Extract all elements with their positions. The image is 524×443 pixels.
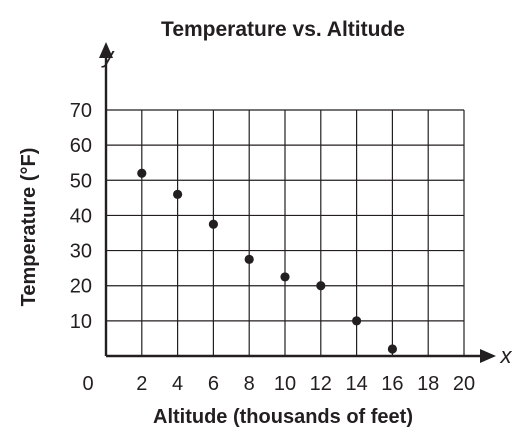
grid bbox=[106, 109, 465, 356]
x-tick-label: 6 bbox=[208, 373, 219, 395]
data-point bbox=[316, 281, 326, 291]
x-tick-label: 8 bbox=[244, 373, 255, 395]
y-tick-label: 40 bbox=[70, 205, 92, 227]
data-point bbox=[387, 344, 397, 354]
origin-label: 0 bbox=[82, 373, 93, 395]
data-point bbox=[208, 219, 218, 229]
y-tick-label: 60 bbox=[70, 135, 92, 157]
x-tick-label: 2 bbox=[136, 373, 147, 395]
data-point bbox=[352, 316, 362, 326]
x-tick-labels: 2 4 6 8 10 12 14 16 18 20 bbox=[136, 373, 475, 395]
x-axis-arrow bbox=[480, 349, 496, 363]
axes bbox=[99, 42, 496, 363]
x-tick-label: 4 bbox=[172, 373, 183, 395]
x-tick-label: 12 bbox=[310, 373, 332, 395]
chart-title: Temperature vs. Altitude bbox=[161, 18, 405, 41]
x-axis-title: Altitude (thousands of feet) bbox=[153, 406, 413, 428]
y-axis-title: Temperature (°F) bbox=[18, 148, 40, 307]
data-point bbox=[137, 168, 147, 178]
x-tick-label: 18 bbox=[417, 373, 439, 395]
y-tick-label: 30 bbox=[70, 241, 92, 263]
data-point bbox=[280, 272, 290, 282]
y-tick-label: 10 bbox=[70, 311, 92, 333]
x-tick-label: 20 bbox=[453, 373, 475, 395]
x-tick-label: 14 bbox=[345, 373, 367, 395]
y-tick-label: 50 bbox=[70, 170, 92, 192]
y-tick-label: 70 bbox=[70, 100, 92, 122]
y-axis-arrow bbox=[99, 42, 113, 58]
data-points bbox=[137, 168, 397, 354]
data-point bbox=[173, 189, 183, 199]
y-tick-labels: 10 20 30 40 50 60 70 bbox=[70, 100, 92, 333]
y-tick-label: 20 bbox=[70, 276, 92, 298]
x-tick-label: 10 bbox=[274, 373, 296, 395]
x-tick-label: 16 bbox=[381, 373, 403, 395]
x-variable-label: x bbox=[500, 343, 513, 368]
y-variable-label: y bbox=[101, 43, 116, 68]
data-point bbox=[244, 254, 254, 264]
